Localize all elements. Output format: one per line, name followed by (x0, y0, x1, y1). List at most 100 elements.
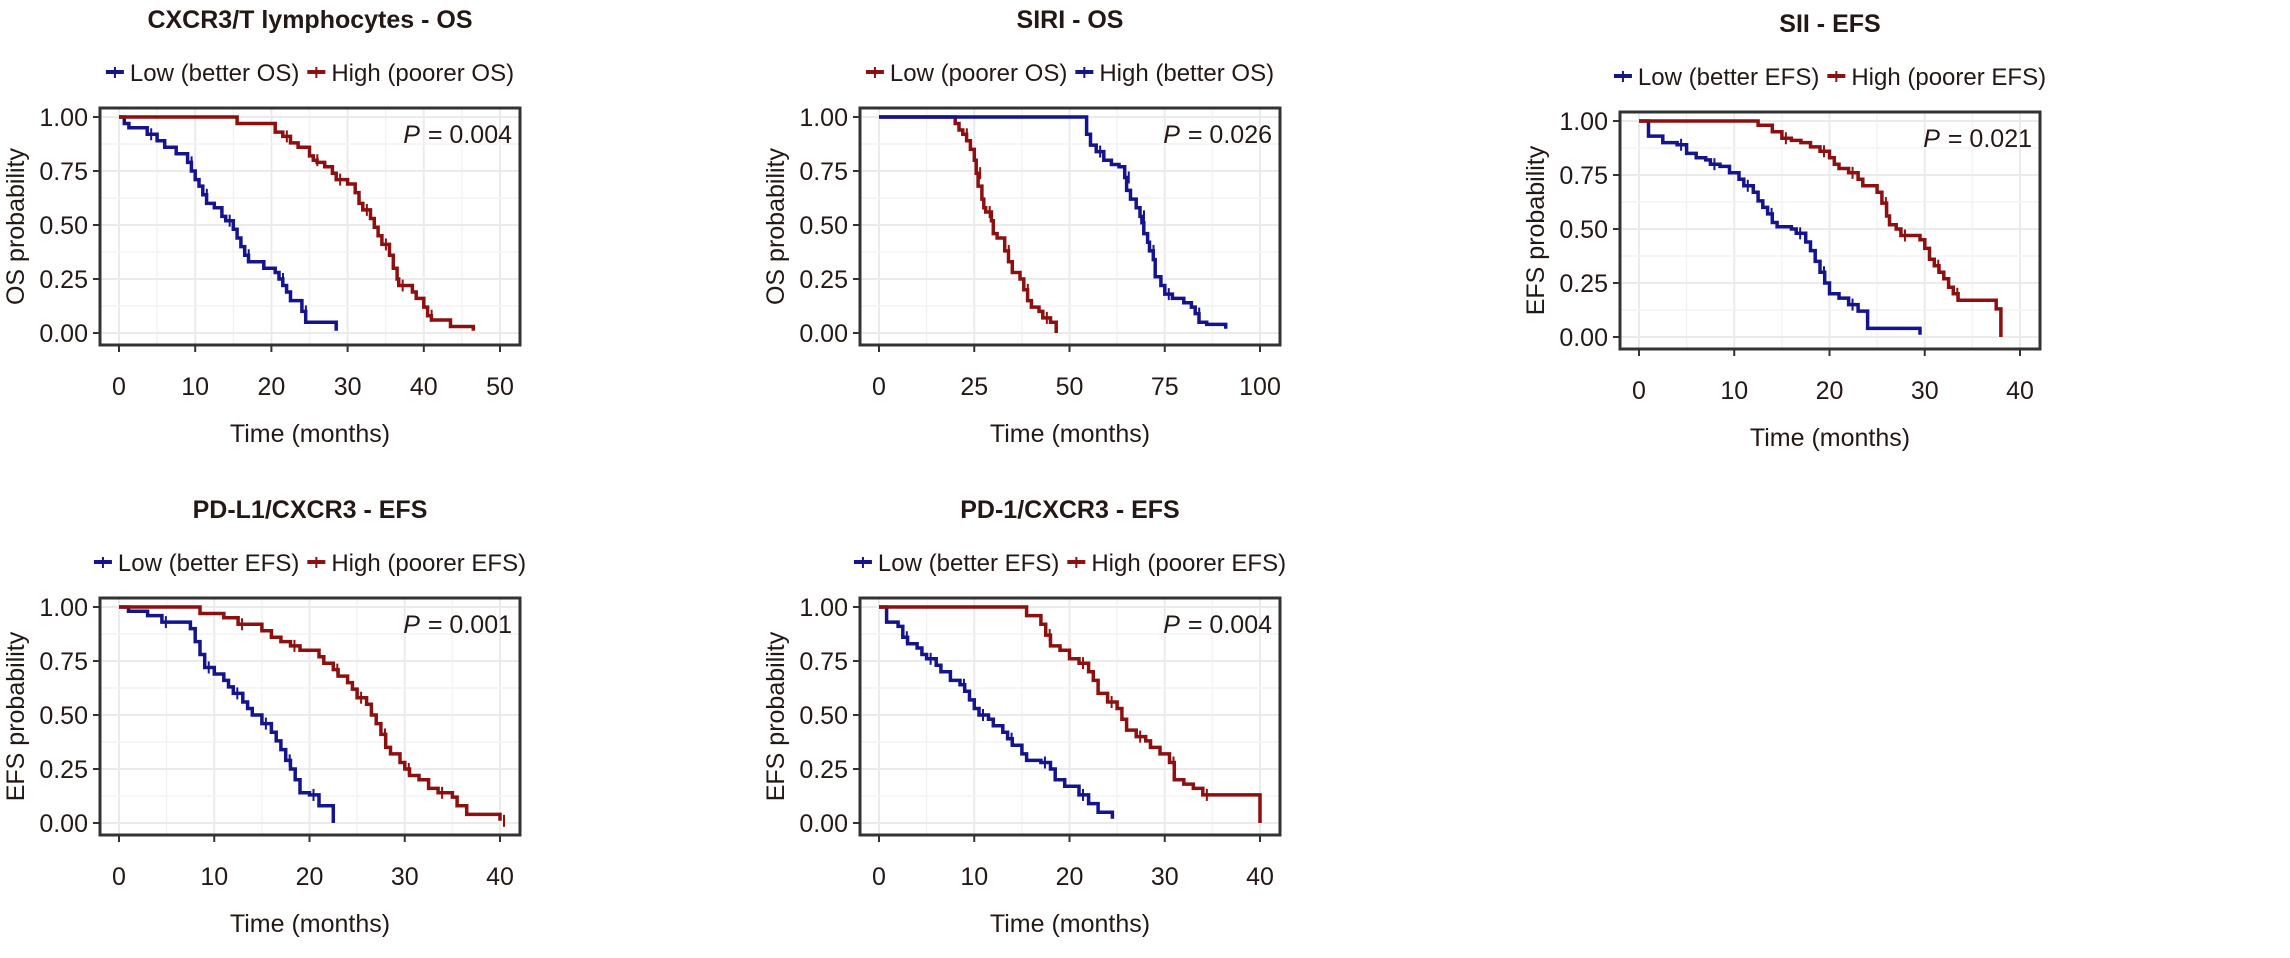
x-tick-label: 10 (181, 373, 209, 401)
p-value: P = 0.004 (403, 121, 512, 149)
y-tick-label: 0.50 (799, 212, 848, 240)
y-tick-label: 1.00 (1559, 108, 1608, 136)
p-value-text: = 0.004 (1188, 611, 1272, 639)
x-tick-label: 30 (1151, 863, 1179, 891)
x-axis-label: Time (months) (1750, 424, 1910, 452)
p-value-text: = 0.001 (428, 611, 512, 639)
legend-label: High (better OS) (1099, 60, 1274, 87)
legend: Low (better EFS) High (poorer EFS) (93, 550, 526, 577)
y-tick-label: 0.00 (799, 810, 848, 838)
y-tick-label: 1.00 (39, 594, 88, 622)
legend-label: Low (better EFS) (118, 550, 299, 577)
x-tick-label: 40 (2006, 377, 2034, 405)
x-tick-label: 40 (410, 373, 438, 401)
km-panel: PD-L1/CXCR3 - EFS 0.00 0.25 0.50 0.75 1.00 0 10… (2, 496, 526, 938)
legend-item: Low (poorer OS) (865, 60, 1067, 87)
y-tick-label: 0.00 (39, 320, 88, 348)
legend-label: High (poorer OS) (331, 60, 514, 87)
legend: Low (poorer OS) High (better OS) (865, 60, 1274, 87)
x-tick-label: 75 (1151, 373, 1179, 401)
x-tick-label: 20 (257, 373, 285, 401)
survival-curve-series-2 (879, 605, 1262, 823)
x-tick-label: 50 (1056, 373, 1084, 401)
legend-item: Low (better EFS) (1613, 64, 1819, 91)
y-tick-label: 0.00 (799, 320, 848, 348)
y-axis-label: EFS probability (762, 631, 790, 801)
y-tick-label: 0.75 (799, 158, 848, 186)
p-value: P = 0.021 (1923, 125, 2032, 153)
x-tick-label: 30 (334, 373, 362, 401)
x-tick-label: 20 (1056, 863, 1084, 891)
x-tick-label: 10 (960, 863, 988, 891)
y-tick-label: 0.75 (39, 648, 88, 676)
survival-curve-series-1 (119, 605, 336, 823)
km-panel: PD-1/CXCR3 - EFS 0.00 0.25 0.50 0.75 1.00 0 10 2… (762, 496, 1286, 938)
y-tick-label: 1.00 (39, 104, 88, 132)
y-tick-label: 1.00 (799, 104, 848, 132)
legend: Low (better OS) High (poorer OS) (105, 60, 514, 87)
y-axis-label: OS probability (762, 147, 790, 305)
legend: Low (better EFS) High (poorer EFS) (1613, 64, 2046, 91)
y-axis-label: OS probability (2, 147, 30, 305)
x-axis-label: Time (months) (230, 910, 390, 938)
km-panel: CXCR3/T lymphocytes - OS 0.00 0.25 0.50 0.75… (2, 6, 522, 448)
chart-title: SIRI - OS (1017, 6, 1124, 34)
legend-label: Low (better EFS) (1638, 64, 1819, 91)
x-axis-label: Time (months) (990, 910, 1150, 938)
chart-title: CXCR3/T lymphocytes - OS (147, 6, 472, 34)
y-tick-label: 0.00 (1559, 324, 1608, 352)
p-value-text: = 0.021 (1948, 125, 2032, 153)
x-tick-label: 50 (486, 373, 514, 401)
p-value: P = 0.026 (1163, 121, 1272, 149)
y-tick-label: 0.25 (799, 266, 848, 294)
survival-curve-series-1 (1639, 119, 1922, 335)
chart-title: SII - EFS (1779, 10, 1880, 38)
legend-label: Low (better OS) (130, 60, 299, 87)
legend-item: High (poorer EFS) (1067, 550, 1286, 577)
survival-curve-series-1 (879, 605, 1115, 819)
y-tick-label: 0.50 (39, 212, 88, 240)
x-tick-label: 0 (112, 373, 126, 401)
survival-curve-series-2 (119, 115, 476, 331)
chart-title: PD-1/CXCR3 - EFS (960, 496, 1179, 524)
p-value-text: = 0.004 (428, 121, 512, 149)
km-panel: SII - EFS 0.00 0.25 0.50 0.75 1.00 0 10 20 30 40 Ti… (1522, 10, 2046, 452)
y-tick-label: 0.50 (799, 702, 848, 730)
legend-item: Low (better OS) (105, 60, 299, 87)
y-tick-label: 0.50 (1559, 216, 1608, 244)
km-panel: SIRI - OS 0.00 0.25 0.50 0.75 1.00 0 25 50 75 100 T… (762, 6, 1282, 448)
x-axis-label: Time (months) (230, 420, 390, 448)
legend: Low (better EFS) High (poorer EFS) (853, 550, 1286, 577)
chart-title: PD-L1/CXCR3 - EFS (193, 496, 428, 524)
x-tick-label: 30 (391, 863, 419, 891)
y-tick-label: 0.75 (39, 158, 88, 186)
survival-curve-series-1 (119, 115, 338, 331)
x-tick-label: 10 (1720, 377, 1748, 405)
legend-label: Low (poorer OS) (890, 60, 1067, 87)
x-tick-label: 0 (112, 863, 126, 891)
legend-item: High (poorer EFS) (307, 550, 526, 577)
y-tick-label: 0.25 (799, 756, 848, 784)
legend-item: High (better OS) (1075, 60, 1274, 87)
plot-frame (98, 106, 522, 347)
survival-curve-series-2 (1639, 119, 2003, 337)
legend-label: High (poorer EFS) (1091, 550, 1286, 577)
y-tick-label: 0.00 (39, 810, 88, 838)
p-symbol: P (1923, 125, 1940, 153)
x-tick-label: 0 (1632, 377, 1646, 405)
survival-curve-series-1 (879, 115, 1058, 333)
x-tick-label: 30 (1911, 377, 1939, 405)
y-axis-label: EFS probability (2, 631, 30, 801)
survival-curve-series-2 (119, 605, 502, 821)
x-tick-label: 20 (1816, 377, 1844, 405)
x-tick-label: 0 (872, 373, 886, 401)
legend-label: High (poorer EFS) (331, 550, 526, 577)
x-tick-label: 10 (200, 863, 228, 891)
legend-item: High (poorer EFS) (1827, 64, 2046, 91)
y-tick-label: 0.25 (39, 266, 88, 294)
legend-label: High (poorer EFS) (1851, 64, 2046, 91)
y-tick-label: 0.25 (1559, 270, 1608, 298)
survival-curve-series-2 (879, 115, 1228, 329)
